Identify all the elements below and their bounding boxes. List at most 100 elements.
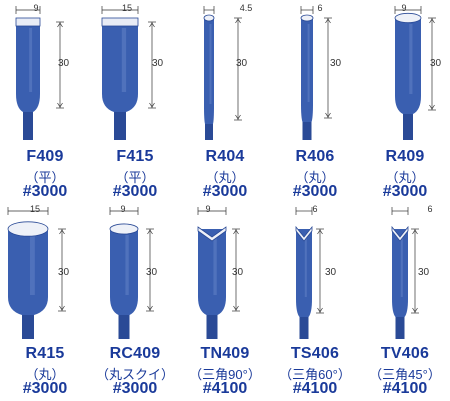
stone-illustration <box>394 6 436 140</box>
width-dimension: 15 <box>29 204 40 214</box>
product-code: R406 <box>295 148 335 165</box>
grit-label: #3000 <box>292 183 338 200</box>
product-code: TS406 <box>290 345 340 362</box>
grit-label: #4100 <box>202 380 248 397</box>
stone-item-r415: 15 30 R415 （丸） #3000 <box>0 201 90 401</box>
width-dimension: 9 <box>205 204 211 214</box>
product-code: TN409 <box>200 345 250 362</box>
stone-body <box>110 229 138 315</box>
stone-body <box>296 229 312 317</box>
product-code: F409 <box>26 148 64 165</box>
stone-item-tv406: 6 30 TV406 （三角45°） #4100 <box>360 201 450 401</box>
height-dimension-arrow <box>57 102 63 108</box>
stone-body <box>392 229 408 317</box>
stone-item-r404: 4.5 30 R404 （丸） #3000 <box>180 0 270 200</box>
stone-highlight <box>121 28 127 92</box>
stone-illustration <box>197 207 240 339</box>
grit-label: #3000 <box>22 380 68 397</box>
height-dimension: 30 <box>232 267 244 278</box>
stone-body <box>198 229 226 315</box>
stone-item-tn409: 9 30 TN409 （三角90°） #4100 <box>180 201 270 401</box>
stone-highlight <box>125 235 129 295</box>
stone-item-f415: 15 30 F415 （平） #3000 <box>90 0 180 200</box>
stone-tip <box>295 225 313 242</box>
stone-item-rc409: 9 30 RC409 （丸スクイ） #3000 <box>90 201 180 401</box>
grit-label: #3000 <box>112 183 158 200</box>
stone-highlight <box>304 235 307 297</box>
height-dimension-arrow <box>412 229 418 235</box>
stone-shank <box>302 112 312 140</box>
height-dimension: 30 <box>58 58 70 69</box>
stone-highlight <box>30 235 35 295</box>
stone-body <box>16 22 40 112</box>
height-dimension-arrow <box>149 102 155 108</box>
product-code: R404 <box>205 148 245 165</box>
product-code: RC409 <box>109 345 161 362</box>
width-dimension: 15 <box>121 3 132 13</box>
product-code: TV406 <box>380 345 430 362</box>
height-dimension: 30 <box>152 58 164 69</box>
stone-illustration <box>300 6 332 140</box>
stone-body <box>102 22 138 112</box>
height-dimension-arrow <box>149 22 155 28</box>
stone-illustration <box>203 6 242 140</box>
stone-body <box>395 18 421 114</box>
product-code: R415 <box>25 345 65 362</box>
height-dimension-arrow <box>325 112 331 118</box>
grit-label: #3000 <box>22 183 68 200</box>
product-code: R409 <box>385 148 425 165</box>
stone-body <box>204 18 214 124</box>
grit-label: #4100 <box>292 380 338 397</box>
width-dimension: 9 <box>120 204 126 214</box>
height-dimension-arrow <box>317 229 323 235</box>
grit-label: #3000 <box>202 183 248 200</box>
height-dimension: 30 <box>236 58 248 69</box>
stone-highlight <box>213 235 217 295</box>
width-dimension: 4.5 <box>239 3 253 13</box>
stone-shank <box>205 114 213 140</box>
stone-tip <box>101 17 139 27</box>
height-dimension-arrow <box>429 104 435 110</box>
height-dimension-arrow <box>59 229 65 235</box>
stone-tip <box>394 12 422 24</box>
stone-highlight <box>307 24 310 102</box>
stone-body <box>301 18 313 122</box>
stone-item-r409: 9 30 R409 （丸） #3000 <box>360 0 450 200</box>
stone-illustration <box>109 207 154 339</box>
stone-tip <box>15 17 41 27</box>
shape-label: （平） <box>25 170 65 185</box>
stone-illustration <box>15 6 64 140</box>
height-dimension: 30 <box>330 58 342 69</box>
height-dimension-arrow <box>325 18 331 24</box>
stone-shank <box>395 307 405 339</box>
height-dimension-arrow <box>59 305 65 311</box>
stone-highlight <box>29 28 33 92</box>
height-dimension-arrow <box>233 305 239 311</box>
stone-shank <box>299 307 309 339</box>
stone-item-ts406: 6 30 TS406 （三角60°） #4100 <box>270 201 360 401</box>
height-dimension-arrow <box>147 305 153 311</box>
height-dimension: 30 <box>418 267 430 278</box>
height-dimension: 30 <box>325 267 337 278</box>
stone-illustration <box>101 6 156 140</box>
product-code: F415 <box>116 148 154 165</box>
stone-highlight <box>209 24 212 104</box>
height-dimension: 30 <box>146 267 158 278</box>
height-dimension-arrow <box>235 114 241 120</box>
stone-tip <box>391 225 409 242</box>
shape-label: （丸） <box>385 170 425 185</box>
shape-label: （三角90°） <box>189 367 261 382</box>
stone-illustration <box>391 207 419 339</box>
shape-label: （丸） <box>205 170 245 185</box>
height-dimension: 30 <box>430 58 442 69</box>
width-dimension: 9 <box>401 3 407 13</box>
stone-tip <box>203 14 215 22</box>
stone-tip <box>197 226 227 242</box>
height-dimension-arrow <box>412 307 418 313</box>
shape-label: （三角45°） <box>369 367 441 382</box>
stone-shank <box>206 305 218 339</box>
stone-shank <box>118 305 130 339</box>
stone-illustration <box>295 207 324 339</box>
height-dimension-arrow <box>235 18 241 24</box>
